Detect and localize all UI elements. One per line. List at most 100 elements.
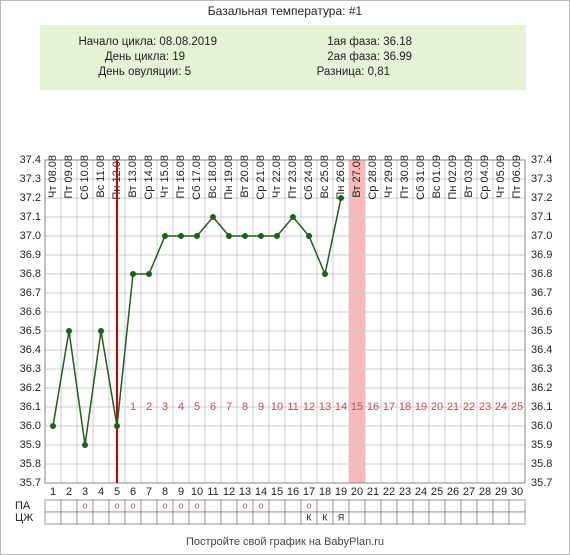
phase-day-label: 20	[431, 401, 443, 413]
row-mark: о	[194, 500, 199, 510]
point	[162, 233, 168, 239]
x-tick-label: 6	[130, 486, 136, 498]
date-label: Ср 28.08	[367, 155, 379, 200]
date-label: Пн 02.09	[447, 155, 459, 200]
x-tick-label: 30	[511, 486, 523, 498]
date-label: Ср 04.09	[479, 155, 491, 200]
point	[322, 271, 328, 277]
point	[306, 233, 312, 239]
point	[146, 271, 152, 277]
x-tick-label: 5	[114, 486, 120, 498]
phase-day-label: 1	[130, 401, 136, 413]
y-tick-label-right: 36.8	[531, 268, 552, 280]
y-tick-label: 37.0	[20, 230, 41, 242]
x-tick-label: 21	[367, 486, 379, 498]
date-label: Вт 13.08	[127, 155, 139, 198]
phase-day-label: 17	[383, 401, 395, 413]
date-label: Ср 21.08	[255, 155, 267, 200]
chart-title: Базальная температура: #1	[208, 4, 363, 18]
y-tick-label: 36.5	[20, 325, 41, 337]
row-cell	[140, 511, 158, 525]
row-cell	[396, 511, 414, 525]
phase-day-label: 13	[319, 401, 331, 413]
x-tick-label: 26	[447, 486, 459, 498]
x-tick-label: 27	[463, 486, 475, 498]
row-cell	[460, 499, 478, 513]
row-cell	[476, 511, 494, 525]
row-cell	[332, 499, 350, 513]
row-cell	[476, 499, 494, 513]
row-mark: о	[82, 500, 87, 510]
row-cell	[44, 499, 62, 513]
phase-day-label: 18	[399, 401, 411, 413]
x-tick-label: 1	[50, 486, 56, 498]
x-tick-label: 29	[495, 486, 507, 498]
x-tick-label: 28	[479, 486, 491, 498]
row-cell	[412, 499, 430, 513]
x-tick-label: 19	[335, 486, 347, 498]
info-text: Начало цикла: 08.08.2019	[79, 36, 218, 48]
y-tick-label: 36.8	[20, 268, 41, 280]
point	[82, 442, 88, 448]
point	[98, 328, 104, 334]
row-mark: о	[258, 500, 263, 510]
row-cell	[492, 499, 510, 513]
row-cell	[268, 511, 286, 525]
phase-day-label: 21	[447, 401, 459, 413]
y-tick-label-right: 36.0	[531, 420, 552, 432]
point	[274, 233, 280, 239]
date-label: Сб 31.08	[415, 155, 427, 200]
phase-day-label: 14	[335, 401, 347, 413]
x-tick-label: 13	[239, 486, 251, 498]
row-cell	[396, 499, 414, 513]
row-label: ЦЖ	[15, 512, 33, 524]
phase-day-label: 16	[367, 401, 379, 413]
phase-day-label: 3	[162, 401, 168, 413]
y-tick-label-right: 37.3	[531, 173, 552, 185]
date-label: Вс 01.09	[431, 155, 443, 198]
row-cell	[108, 511, 126, 525]
y-tick-label-right: 35.9	[531, 439, 552, 451]
y-tick-label: 37.1	[20, 211, 41, 223]
date-label: Сб 24.08	[303, 155, 315, 200]
row-cell	[124, 511, 142, 525]
phase-day-label: 12	[303, 401, 315, 413]
phase-day-label: 15	[351, 401, 363, 413]
date-label: Вт 20.08	[239, 155, 251, 198]
date-label: Пт 30.08	[399, 155, 411, 199]
row-mark: о	[162, 500, 167, 510]
date-label: Чт 08.08	[47, 155, 59, 198]
row-cell	[236, 511, 254, 525]
row-cell	[60, 499, 78, 513]
info-box	[40, 25, 526, 90]
date-label: Сб 10.08	[79, 155, 91, 200]
date-label: Пн 19.08	[223, 155, 235, 200]
x-tick-label: 25	[431, 486, 443, 498]
date-label: Вс 25.08	[319, 155, 331, 198]
y-tick-label-right: 37.0	[531, 230, 552, 242]
y-tick-label: 35.9	[20, 439, 41, 451]
y-tick-label-right: 37.1	[531, 211, 552, 223]
row-cell	[140, 499, 158, 513]
row-cell	[364, 499, 382, 513]
row-cell	[204, 499, 222, 513]
row-mark: о	[306, 500, 311, 510]
x-tick-label: 24	[415, 486, 427, 498]
highlight-band	[349, 160, 365, 483]
x-tick-label: 17	[303, 486, 315, 498]
row-cell	[428, 511, 446, 525]
row-mark: о	[114, 500, 119, 510]
point	[338, 195, 344, 201]
phase-day-label: 23	[479, 401, 491, 413]
row-cell	[428, 499, 446, 513]
row-cell	[412, 511, 430, 525]
point	[258, 233, 264, 239]
x-tick-label: 4	[98, 486, 104, 498]
point	[290, 214, 296, 220]
y-tick-label: 36.9	[20, 249, 41, 261]
point	[114, 423, 120, 429]
row-cell	[284, 511, 302, 525]
info-text: Разница: 0,81	[317, 66, 390, 78]
y-tick-label: 37.3	[20, 173, 41, 185]
y-tick-label: 36.6	[20, 306, 41, 318]
